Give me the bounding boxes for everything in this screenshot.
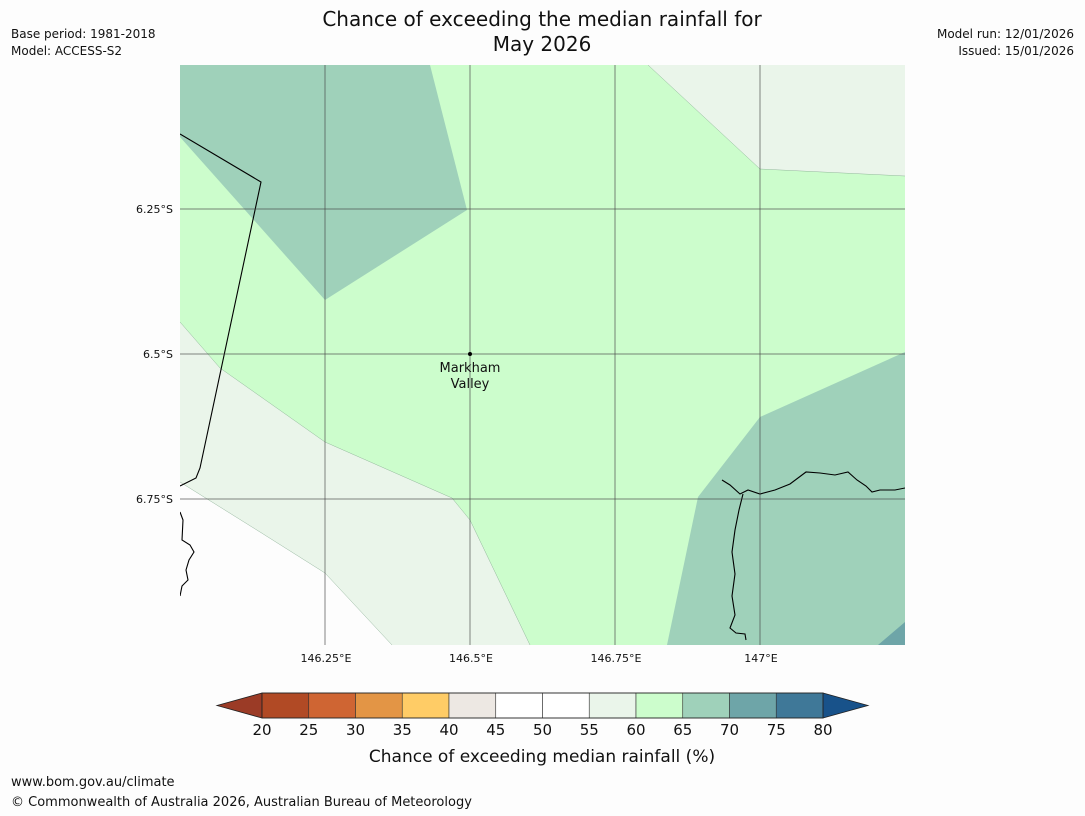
colorbar-segment-20-25 (261, 692, 310, 719)
title-line-2: May 2026 (492, 32, 592, 56)
colorbar-tick-35: 35 (393, 721, 412, 739)
region-55-60-northeast (648, 65, 905, 176)
lat-label-6.5: 6.5°S (143, 348, 173, 361)
lat-label-6.75: 6.75°S (136, 493, 173, 506)
colorbar-segment-25-30 (308, 692, 356, 719)
colorbar-title: Chance of exceeding median rainfall (%) (369, 747, 715, 767)
lon-label-146.75: 146.75°E (591, 652, 642, 665)
colorbar-tick-20: 20 (252, 721, 271, 739)
graticule (180, 65, 905, 645)
chart-title: Chance of exceeding the median rainfall … (292, 7, 792, 57)
colorbar-tick-65: 65 (673, 721, 692, 739)
colorbar-segment-40-45 (448, 692, 497, 719)
colorbar-tick-30: 30 (346, 721, 365, 739)
colorbar-frame (261, 692, 824, 719)
issued-date: Issued: 15/01/2026 (958, 44, 1074, 58)
colorbar-tick-40: 40 (439, 721, 458, 739)
colorbar-segment-55-60 (588, 692, 637, 719)
colorbar-tick-75: 75 (767, 721, 786, 739)
colorbar-tick-60: 60 (626, 721, 645, 739)
colorbar-tick-80: 80 (813, 721, 832, 739)
colorbar-segment-75-80 (775, 692, 824, 719)
colorbar-tick-55: 55 (580, 721, 599, 739)
region-50-55 (180, 482, 392, 645)
colorbar-segment-35-40 (401, 692, 450, 719)
lat-label-6.25: 6.25°S (136, 203, 173, 216)
colorbar-under-triangle (215, 692, 263, 719)
colorbar-segment-70-75 (729, 692, 777, 719)
place-label-line-1: Markham (440, 361, 501, 376)
colorbar-segment-30-35 (355, 692, 403, 719)
footer-url: www.bom.gov.au/climate (11, 775, 175, 790)
colorbar-segment-45-50 (495, 692, 543, 719)
lon-label-146.25: 146.25°E (301, 652, 352, 665)
lon-label-146.5: 146.5°E (449, 652, 493, 665)
colorbar-tick-45: 45 (486, 721, 505, 739)
colorbar-tick-50: 50 (533, 721, 552, 739)
colorbar-segment-50-55 (542, 692, 590, 719)
model-run: Model run: 12/01/2026 (936, 27, 1074, 41)
colorbar-over-triangle (822, 692, 870, 719)
colorbar-segment-60-65 (635, 692, 684, 719)
footer-copyright: © Commonwealth of Australia 2026, Austra… (11, 795, 472, 810)
region-65-70-northwest (180, 65, 467, 300)
place-label-line-2: Valley (451, 377, 490, 392)
colorbar-tick-25: 25 (299, 721, 318, 739)
base-period: Base period: 1981-2018 (11, 27, 156, 41)
place-marker (468, 352, 472, 356)
colorbar-segment-65-70 (682, 692, 730, 719)
region-70-75 (878, 622, 905, 645)
title-line-1: Chance of exceeding the median rainfall … (322, 7, 762, 31)
meta-right: Model run: 12/01/2026 Issued: 15/01/2026 (937, 26, 1074, 60)
model-name: Model: ACCESS-S2 (11, 44, 123, 58)
colorbar: 20 25 30 35 40 45 50 55 60 65 70 75 80 (215, 692, 870, 739)
meta-left: Base period: 1981-2018 Model: ACCESS-S2 (11, 26, 156, 60)
coastline (180, 133, 905, 641)
lon-label-147: 147°E (744, 652, 777, 665)
colorbar-tick-70: 70 (720, 721, 739, 739)
map-area (180, 65, 905, 645)
